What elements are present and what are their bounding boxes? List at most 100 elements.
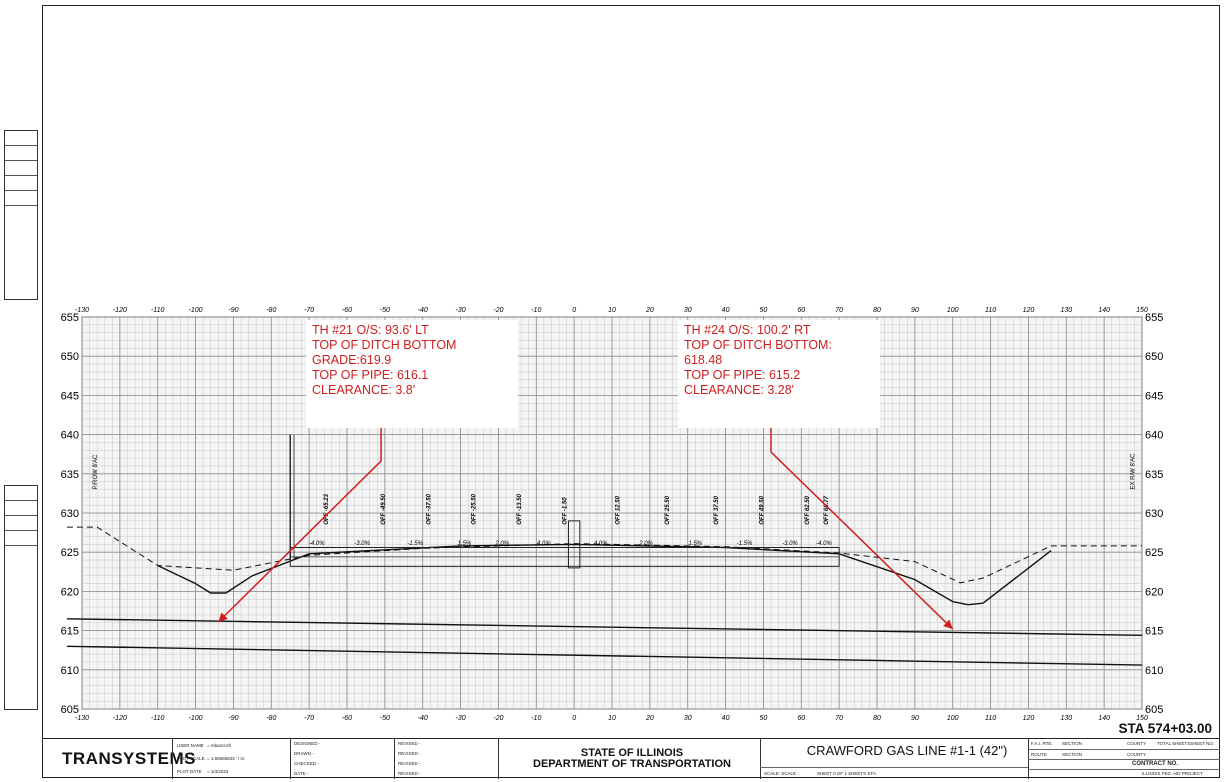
designed-field: DESIGNED -	[294, 741, 321, 746]
user-name-label: USER NAME	[177, 743, 204, 748]
county-field: COUNTY	[1127, 752, 1146, 757]
row-label-left: P/ROW 8'AC	[93, 454, 99, 489]
x-tick-label-top: 100	[947, 307, 959, 314]
x-tick-label-bottom: 120	[1023, 715, 1035, 722]
slope-label-7: 4.0%	[594, 541, 608, 547]
slope-label-6: 4.0%	[537, 541, 551, 547]
offset-label-10: OFF 49.50	[759, 495, 765, 524]
leader-arrow-right	[770, 422, 954, 630]
x-tick-label-bottom: -60	[342, 715, 352, 722]
y-tick-label-left: 645	[61, 390, 79, 402]
slope-label-8: 2.0%	[638, 541, 653, 547]
x-tick-label-bottom: -20	[493, 715, 503, 722]
y-tick-label-right: 605	[1145, 704, 1163, 716]
x-tick-label-top: 30	[684, 307, 692, 314]
offset-label-7: OFF 12.50	[616, 495, 622, 524]
x-tick-label-bottom: 20	[645, 715, 654, 722]
x-tick-label-bottom: -100	[189, 715, 203, 722]
x-tick-label-top: -100	[189, 307, 203, 314]
x-tick-label-top: 20	[645, 307, 654, 314]
profile-series-4	[66, 645, 1143, 666]
scale-field: SCALE: SCALE	[764, 771, 797, 776]
x-tick-label-bottom: -40	[418, 715, 428, 722]
plot-scale-value: = 1.56666633 ' / in.	[207, 756, 246, 761]
y-tick-label-right: 640	[1145, 430, 1163, 442]
y-tick-label-left: 655	[61, 312, 79, 324]
x-tick-label-bottom: 140	[1098, 715, 1110, 722]
y-tick-label-right: 645	[1145, 390, 1163, 402]
offset-label-3: OFF -37.50	[426, 493, 432, 524]
x-tick-label-bottom: 110	[985, 715, 996, 722]
sheet-no-header: SHEET NO.	[1190, 741, 1215, 746]
slope-label-9: 1.5%	[688, 541, 702, 547]
y-tick-label-right: 630	[1145, 508, 1163, 520]
y-tick-label-right: 625	[1145, 547, 1163, 559]
x-tick-label-bottom: 100	[947, 715, 959, 722]
offset-label-4: OFF -25.50	[472, 493, 478, 524]
slope-label-3: -1.5%	[407, 541, 423, 547]
offset-label-12: OFF 66.77	[824, 495, 830, 524]
x-tick-label-bottom: -110	[151, 715, 165, 722]
contract-no-field: CONTRACT NO.	[1132, 761, 1178, 767]
y-tick-label-right: 615	[1145, 626, 1163, 638]
plot-date-value: = 1/4/2023	[207, 769, 229, 774]
x-tick-label-bottom: 90	[911, 715, 919, 722]
x-tick-label-top: 110	[985, 307, 996, 314]
y-tick-label-left: 625	[61, 547, 79, 559]
x-tick-label-top: -130	[75, 307, 89, 314]
plot-date-label: PLOT DATE	[177, 769, 202, 774]
x-tick-label-top: 80	[873, 307, 881, 314]
x-tick-label-bottom: 130	[1060, 715, 1072, 722]
x-tick-label-bottom: 60	[797, 715, 805, 722]
x-tick-label-bottom: -30	[456, 715, 466, 722]
x-tick-label-bottom: 0	[572, 715, 576, 722]
x-tick-label-bottom: 150	[1136, 715, 1148, 722]
revised-field-3: REVISED -	[398, 761, 421, 766]
offset-label-8: OFF 25.50	[665, 495, 671, 524]
y-tick-label-left: 615	[61, 626, 79, 638]
y-tick-label-left: 635	[61, 469, 79, 481]
x-tick-label-bottom: -90	[228, 715, 238, 722]
x-tick-label-bottom: -80	[266, 715, 276, 722]
x-tick-label-top: -30	[456, 307, 466, 314]
x-tick-label-top: -10	[531, 307, 541, 314]
x-tick-label-top: -120	[113, 307, 127, 314]
profile-series-3	[66, 618, 1143, 636]
revision-strip-top	[4, 130, 38, 300]
slope-label-11: -3.0%	[782, 541, 798, 547]
x-tick-label-top: -50	[380, 307, 390, 314]
y-tick-label-left: 620	[61, 586, 79, 598]
x-tick-label-bottom: -120	[113, 715, 127, 722]
x-tick-label-top: -40	[418, 307, 428, 314]
route-field: ROUTE	[1031, 752, 1047, 757]
drawing-sheet-border	[42, 5, 1220, 778]
x-tick-label-top: 50	[760, 307, 768, 314]
offset-label-1: OFF -65.23	[324, 493, 330, 524]
x-tick-label-top: 70	[835, 307, 843, 314]
y-tick-label-left: 610	[61, 665, 79, 677]
x-tick-label-bottom: -130	[75, 715, 89, 722]
plot-scale-label: PLOT SCALE	[177, 756, 205, 761]
x-tick-label-bottom: 40	[722, 715, 730, 722]
x-tick-label-top: -80	[266, 307, 276, 314]
profile-series-1	[157, 543, 1052, 606]
fed-aid-field: ILLINOIS FED. AID PROJECT	[1142, 771, 1203, 776]
x-tick-label-top: -90	[228, 307, 238, 314]
offset-label-11: OFF 62.50	[805, 495, 811, 524]
x-tick-label-bottom: -70	[304, 715, 314, 722]
y-tick-label-left: 640	[61, 430, 79, 442]
slope-label-10: -1.5%	[737, 541, 753, 547]
checked-field: CHECKED -	[294, 761, 319, 766]
sheet-field: SHEET 0 OF 1 SHEETS STA.	[817, 771, 878, 776]
date-field: DATE -	[294, 771, 309, 776]
revised-field-2: REVISED -	[398, 751, 421, 756]
offset-label-6: OFF -1.50	[563, 497, 569, 525]
slope-label-5: 2.0%	[494, 541, 509, 547]
title-block: STA 574+03.00 TRANSYSTEMS USER NAME = mb…	[42, 721, 1220, 779]
y-tick-label-right: 655	[1145, 312, 1163, 324]
offset-label-5: OFF -13.50	[517, 493, 523, 524]
revision-strip-bottom	[4, 485, 38, 710]
agency-name: STATE OF ILLINOIS DEPARTMENT OF TRANSPORT…	[533, 747, 731, 770]
x-tick-label-top: 130	[1060, 307, 1072, 314]
